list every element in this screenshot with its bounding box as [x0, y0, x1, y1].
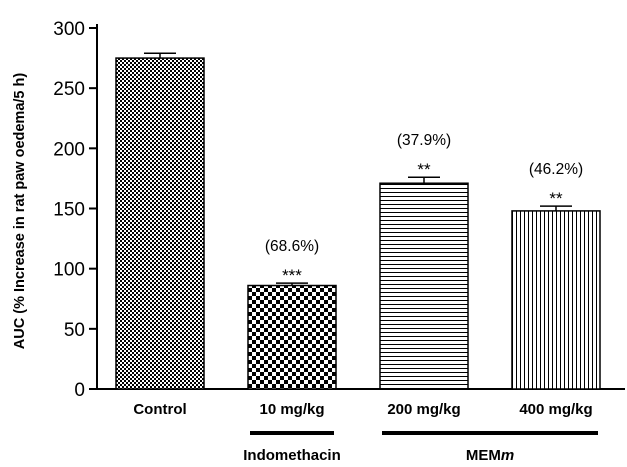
group-label: Indomethacin	[243, 447, 341, 464]
y-tick-label: 250	[53, 79, 85, 100]
x-axis-labels: Control 10 mg/kg 200 mg/kg 400 mg/kg	[133, 401, 592, 418]
bar	[379, 182, 469, 390]
y-tick-label: 0	[74, 380, 85, 401]
y-axis-label: AUC (% Increase in rat paw oedema/5 h)	[12, 73, 28, 350]
y-tick-label: 150	[53, 200, 85, 221]
bar	[511, 210, 601, 390]
x-tick-label: 200 mg/kg	[387, 401, 460, 418]
bar	[115, 57, 205, 390]
x-tick-label: Control	[133, 401, 186, 418]
y-tick-label: 50	[64, 320, 85, 341]
x-tick-label: 400 mg/kg	[519, 401, 592, 418]
percent-label: (46.2%)	[529, 161, 583, 178]
significance-label: ***	[282, 266, 302, 285]
y-tick-label: 300	[53, 19, 85, 40]
y-tick-label: 200	[53, 139, 85, 160]
bars	[115, 52, 601, 390]
significance-label: **	[417, 160, 431, 179]
x-tick-label: 10 mg/kg	[259, 401, 324, 418]
bar-annotations: *** (68.6%) ** (37.9%) ** (46.2%)	[265, 132, 583, 285]
percent-label: (37.9%)	[397, 132, 451, 149]
group-labels: Indomethacin MEMm	[243, 431, 598, 464]
bar	[247, 284, 337, 390]
group-label: MEMm	[466, 447, 514, 464]
significance-label: **	[549, 189, 563, 208]
percent-label: (68.6%)	[265, 238, 319, 255]
y-tick-label: 100	[53, 260, 85, 281]
y-axis-ticks: 0 50 100 150 200 250 300	[53, 19, 97, 401]
